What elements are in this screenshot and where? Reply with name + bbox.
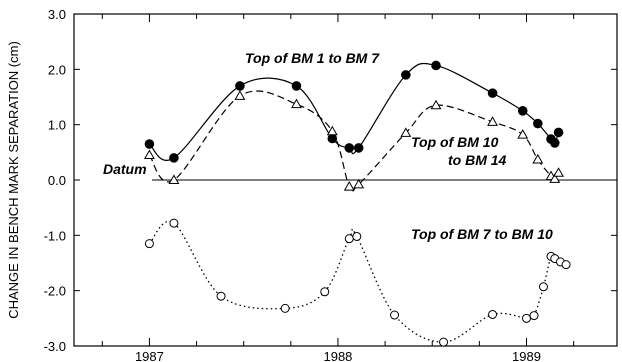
data-point xyxy=(144,239,154,249)
data-point xyxy=(327,133,338,144)
data-point xyxy=(517,106,528,116)
data-point xyxy=(235,81,245,91)
data-point xyxy=(234,90,246,100)
data-point xyxy=(352,231,362,241)
data-point xyxy=(216,291,226,301)
data-point xyxy=(517,129,529,139)
data-point xyxy=(400,127,412,137)
data-point xyxy=(561,260,571,270)
series-bm10-bm14 xyxy=(143,90,565,193)
series-bm1-bm7 xyxy=(144,60,564,163)
data-point xyxy=(169,153,179,163)
y-tick-label: -2.0 xyxy=(44,284,66,299)
data-point xyxy=(533,118,543,129)
series-label: Top of BM 7 to BM 10 xyxy=(411,226,553,242)
data-point xyxy=(430,99,442,110)
y-tick-label: 2.0 xyxy=(48,62,66,77)
y-tick-label: -1.0 xyxy=(44,228,66,243)
data-point xyxy=(431,60,441,71)
series-label: Top of BM 10 xyxy=(411,134,499,150)
data-point xyxy=(488,309,498,319)
data-point xyxy=(168,174,180,184)
series-labels: Top of BM 1 to BM 7 Top of BM 10 to BM 14 T… xyxy=(245,50,553,242)
data-point xyxy=(144,139,155,149)
data-point xyxy=(487,116,499,126)
datum-label: Datum xyxy=(103,161,147,177)
data-point xyxy=(344,234,354,244)
series-label: to BM 14 xyxy=(448,152,507,168)
data-point xyxy=(143,149,155,160)
data-point xyxy=(343,181,355,191)
data-point xyxy=(549,138,560,148)
y-tick-label: 1.0 xyxy=(48,118,66,133)
data-point xyxy=(553,127,564,138)
data-point xyxy=(522,313,531,323)
data-point xyxy=(538,282,548,292)
series-layer xyxy=(143,60,571,347)
data-point xyxy=(291,98,302,109)
y-axis-label: CHANGE IN BENCH MARK SEPARATION (cm) xyxy=(6,41,21,319)
y-tick-label: -3.0 xyxy=(44,339,66,354)
data-point xyxy=(344,143,355,153)
data-point xyxy=(532,153,544,164)
data-point xyxy=(326,125,338,136)
y-tick-label: 0.0 xyxy=(48,173,66,188)
data-point xyxy=(553,167,565,177)
data-point xyxy=(401,70,411,80)
x-axis: 1987 1988 1989 xyxy=(101,14,575,362)
data-point xyxy=(320,287,330,297)
data-point xyxy=(169,218,179,228)
series-bm7-bm10 xyxy=(144,218,571,347)
y-axis: 3.0 2.0 1.0 0.0 -1.0 -2.0 -3.0 xyxy=(44,7,617,354)
x-tick-label: 1989 xyxy=(512,349,541,362)
data-point xyxy=(353,143,364,153)
data-point xyxy=(439,337,449,347)
x-tick-label: 1987 xyxy=(135,349,164,362)
data-point xyxy=(549,173,561,183)
data-point xyxy=(487,88,498,98)
data-point xyxy=(280,303,290,313)
series-label: Top of BM 1 to BM 7 xyxy=(245,50,380,66)
y-tick-label: 3.0 xyxy=(48,7,66,22)
data-point xyxy=(291,81,302,91)
data-point xyxy=(529,311,539,321)
x-tick-label: 1988 xyxy=(323,349,352,362)
data-point xyxy=(390,310,400,320)
data-point xyxy=(353,178,365,189)
